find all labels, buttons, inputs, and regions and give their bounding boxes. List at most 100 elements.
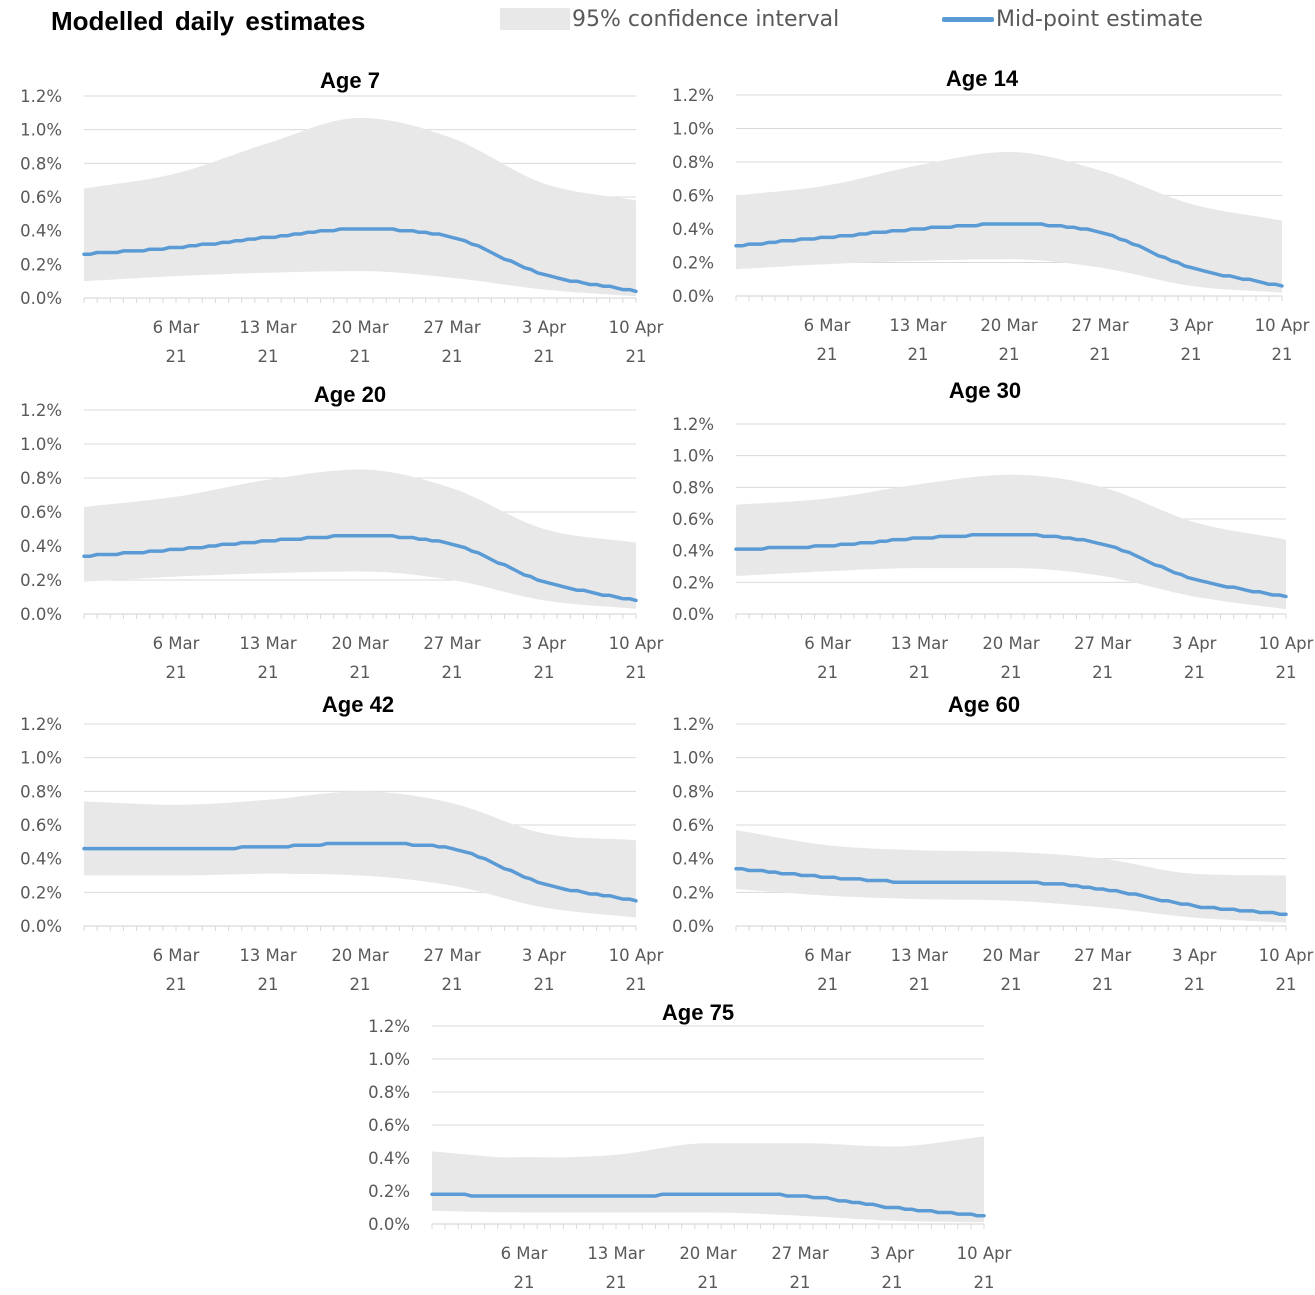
x-tick-label-line1: 6 Mar [804,946,851,965]
x-tick-label-line1: 3 Apr [1172,946,1217,965]
x-tick-label-line2: 21 [1092,975,1113,994]
y-tick-label: 0.6% [20,503,62,522]
x-tick-label: 3 Apr 21 [1172,946,1217,994]
x-tick-label-line1: 3 Apr [870,1244,915,1263]
x-tick-label: 27 Mar 21 [423,318,481,366]
y-tick-label: 0.6% [368,1116,410,1135]
x-tick-label-line2: 21 [606,1273,627,1290]
chart-panel-3: Age 20 0.0% 0.2% 0.4% 0.6% 0.8% 1.0% 1.2% 6 Mar 2… [20,382,664,682]
x-tick-label: 10 Apr 21 [1255,316,1310,364]
x-tick-label-line1: 6 Mar [501,1244,548,1263]
x-tick-label: 27 Mar 21 [423,634,481,682]
x-tick-label: 27 Mar 21 [423,946,481,994]
y-tick-label: 0.4% [20,850,62,869]
legend-swatch-line [942,16,994,22]
y-tick-label: 0.2% [672,573,714,592]
chart-panel-2: Age 14 0.0% 0.2% 0.4% 0.6% 0.8% 1.0% 1.2% 6 Mar 2… [672,66,1310,364]
y-tick-label: 0.6% [672,510,714,529]
y-tick-label: 0.8% [672,782,714,801]
page-title: Modelled daily estimates [51,6,366,36]
x-tick-label: 20 Mar 21 [331,318,389,366]
x-tick-label: 13 Mar 21 [587,1244,645,1290]
x-tick-label: 6 Mar 21 [153,634,200,682]
confidence-band [84,117,636,297]
y-tick-label: 0.6% [20,188,62,207]
x-tick-label-line1: 10 Apr [609,946,664,965]
y-tick-label: 0.0% [672,605,714,624]
x-tick-label-line2: 21 [534,347,555,366]
confidence-band [84,469,636,609]
y-tick-label: 0.4% [672,850,714,869]
y-tick-label: 1.0% [672,447,714,466]
y-tick-label: 1.2% [672,715,714,734]
x-tick-label-line1: 13 Mar [891,946,949,965]
x-tick-label-line1: 20 Mar [331,946,389,965]
x-tick-label: 3 Apr 21 [1172,634,1217,682]
x-tick-label: 13 Mar 21 [239,318,297,366]
x-tick-label-line1: 3 Apr [522,318,567,337]
x-tick-label: 3 Apr 21 [522,634,567,682]
x-tick-label-line2: 21 [626,663,647,682]
y-tick-label: 0.4% [20,537,62,556]
x-tick-label-line1: 13 Mar [239,318,297,337]
x-tick-label: 20 Mar 21 [982,946,1040,994]
y-tick-label: 0.8% [672,478,714,497]
x-tick-label-line1: 27 Mar [423,634,481,653]
chart-panel-1: Age 7 0.0% 0.2% 0.4% 0.6% 0.8% 1.0% 1.2% 6 Mar 21… [20,68,664,366]
y-tick-label: 0.4% [672,542,714,561]
y-tick-label: 1.0% [672,749,714,768]
chart-title: Age 7 [320,68,380,93]
y-tick-label: 0.4% [20,222,62,241]
y-tick-label: 0.8% [672,153,714,172]
x-tick-label-line1: 27 Mar [1074,634,1132,653]
x-tick-label-line2: 21 [442,663,463,682]
x-tick-label: 6 Mar 21 [804,634,851,682]
y-tick-label: 1.2% [20,87,62,106]
x-tick-label: 3 Apr 21 [522,946,567,994]
x-tick-label-line1: 6 Mar [153,318,200,337]
chart-title: Age 20 [314,382,386,407]
x-tick-label-line1: 6 Mar [804,316,851,335]
midpoint-line [734,533,1288,599]
y-tick-label: 0.2% [20,883,62,902]
x-tick-label-line2: 21 [698,1273,719,1290]
legend-item-mid-point: Mid-point estimate [942,6,1203,32]
x-tick-label-line2: 21 [258,663,279,682]
x-tick-label-line1: 20 Mar [982,946,1040,965]
x-tick-label-line1: 13 Mar [587,1244,645,1263]
y-tick-label: 1.2% [672,86,714,105]
x-tick-label-line2: 21 [908,345,929,364]
chart-title: Age 75 [662,1000,734,1025]
x-tick-label-line2: 21 [790,1273,811,1290]
x-tick-label-line1: 20 Mar [331,634,389,653]
x-tick-label: 10 Apr 21 [1259,946,1314,994]
midpoint-line [82,841,638,903]
y-tick-label: 0.0% [672,917,714,936]
x-tick-label: 10 Apr 21 [609,634,664,682]
x-tick-label-line2: 21 [350,347,371,366]
chart-panel-7: Age 75 0.0% 0.2% 0.4% 0.6% 0.8% 1.0% 1.2% 6 Mar 2… [368,1000,1012,1292]
x-tick-label: 10 Apr 21 [609,318,664,366]
x-tick-label-line1: 27 Mar [771,1244,829,1263]
x-tick-label-line2: 21 [626,347,647,366]
x-tick-label: 27 Mar 21 [1071,316,1129,364]
x-tick-label-line1: 3 Apr [522,946,567,965]
x-tick-label-line1: 6 Mar [153,634,200,653]
x-tick-label-line1: 27 Mar [1074,946,1132,965]
midpoint-line [430,1192,986,1218]
x-tick-label: 6 Mar 21 [153,318,200,366]
x-tick-label: 13 Mar 21 [889,316,947,364]
x-tick-label-line2: 21 [166,347,187,366]
x-tick-label-line1: 27 Mar [423,946,481,965]
x-tick-label: 3 Apr 21 [870,1244,915,1290]
x-tick-label: 13 Mar 21 [239,634,297,682]
y-tick-label: 0.2% [672,883,714,902]
y-tick-label: 1.0% [20,435,62,454]
y-tick-label: 0.4% [672,220,714,239]
x-tick-label: 27 Mar 21 [1074,634,1132,682]
x-tick-label-line2: 21 [909,663,930,682]
x-tick-label-line1: 10 Apr [609,634,664,653]
y-tick-label: 0.8% [20,782,62,801]
x-tick-label-line1: 3 Apr [522,634,567,653]
